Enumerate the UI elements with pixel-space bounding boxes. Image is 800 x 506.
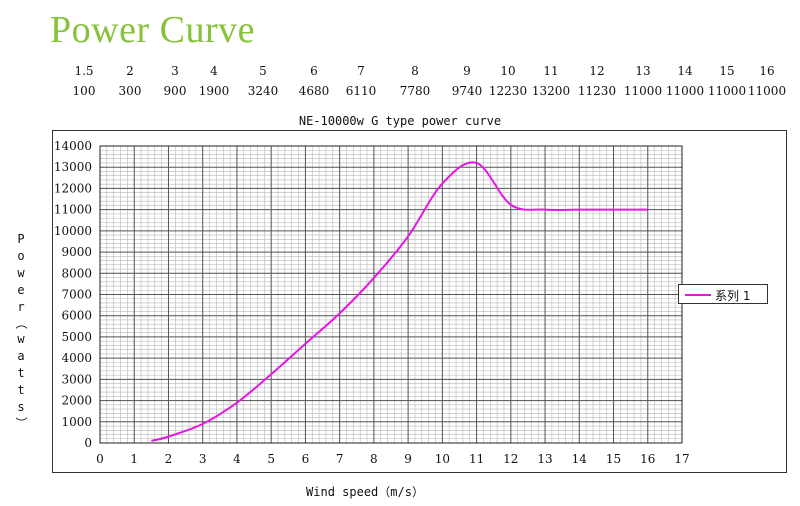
y-tick-label: 9000 (61, 245, 92, 259)
chart-frame (52, 130, 787, 473)
y-tick-label: 7000 (61, 288, 92, 302)
chart-title: NE-10000w G type power curve (298, 114, 502, 128)
y-tick-label: 14000 (54, 139, 92, 153)
y-tick-label: 8000 (61, 266, 92, 280)
x-tick-label: 15 (606, 452, 621, 466)
x-tick-label: 9 (404, 452, 412, 466)
speeds-cell: 2 (126, 64, 134, 78)
powers-cell: 6110 (345, 84, 377, 98)
powers-cell: 300 (118, 84, 142, 98)
speeds-cell: 11 (543, 64, 559, 78)
speeds-cell: 6 (310, 64, 318, 78)
speeds-cell: 1.5 (74, 64, 94, 78)
x-tick-label: 7 (336, 452, 344, 466)
speeds-cell: 16 (759, 64, 775, 78)
powers-cell: 3240 (247, 84, 279, 98)
powers-cell: 9740 (451, 84, 483, 98)
powers-cell: 4680 (298, 84, 330, 98)
speeds-cell: 4 (210, 64, 218, 78)
x-tick-label: 12 (503, 452, 518, 466)
powers-cell: 11230 (577, 84, 617, 98)
y-tick-label: 4000 (61, 351, 92, 365)
x-tick-label: 13 (537, 452, 552, 466)
y-tick-label: 11000 (54, 203, 92, 217)
y-tick-label: 6000 (61, 309, 92, 323)
x-tick-label: 11 (469, 452, 484, 466)
powers-cell: 100 (72, 84, 96, 98)
powers-cell: 13200 (531, 84, 571, 98)
speeds-cell: 10 (500, 64, 516, 78)
x-tick-label: 16 (640, 452, 655, 466)
x-tick-label: 14 (572, 452, 588, 466)
powers-cell: 900 (163, 84, 187, 98)
y-tick-label: 3000 (61, 372, 92, 386)
x-tick-label: 8 (370, 452, 378, 466)
legend: 系列 1 (678, 284, 768, 304)
y-tick-label: 1000 (61, 415, 92, 429)
x-tick-label: 3 (199, 452, 207, 466)
speeds-cell: 3 (171, 64, 179, 78)
y-tick-label: 10000 (54, 224, 92, 238)
power-row: 100 300 900 1900 3240 4680 6110 7780 9740 12230 13… (0, 84, 800, 102)
x-tick-label: 5 (267, 452, 275, 466)
speeds-cell: 9 (463, 64, 471, 78)
speeds-cell: 12 (589, 64, 605, 78)
speeds-cell: 5 (259, 64, 267, 78)
series-line (151, 161, 648, 442)
powers-cell: 11000 (707, 84, 747, 98)
powers-cell: 12230 (488, 84, 528, 98)
speeds-cell: 15 (719, 64, 735, 78)
legend-label: 系列 1 (715, 289, 751, 303)
x-tick-label: 0 (96, 452, 104, 466)
x-tick-label: 17 (674, 452, 689, 466)
speeds-cell: 8 (411, 64, 419, 78)
x-tick-label: 6 (302, 452, 310, 466)
y-tick-label: 13000 (54, 160, 92, 174)
powers-cell: 11000 (665, 84, 705, 98)
speeds-cell: 14 (677, 64, 693, 78)
legend-swatch (685, 294, 711, 296)
y-tick-label: 5000 (61, 330, 92, 344)
speeds-cell: 7 (357, 64, 365, 78)
y-tick-label: 0 (84, 436, 92, 450)
powers-cell: 11000 (747, 84, 787, 98)
x-tick-label: 10 (435, 452, 450, 466)
speeds-cell: 13 (635, 64, 651, 78)
x-tick-label: 4 (233, 452, 241, 466)
powers-cell: 1900 (198, 84, 230, 98)
x-axis-label: Wind speed（m/s） (306, 485, 424, 499)
x-tick-label: 1 (130, 452, 138, 466)
speed-row: 1.5 2 3 4 5 6 7 8 9 10 11 12 13 14 15 16 (0, 64, 800, 82)
page-title: Power Curve (50, 9, 255, 51)
y-tick-label: 2000 (61, 394, 92, 408)
y-axis-label: Power（watts） (14, 232, 28, 432)
powers-cell: 11000 (623, 84, 663, 98)
y-tick-label: 12000 (54, 181, 92, 195)
powers-cell: 7780 (399, 84, 431, 98)
x-tick-label: 2 (165, 452, 173, 466)
